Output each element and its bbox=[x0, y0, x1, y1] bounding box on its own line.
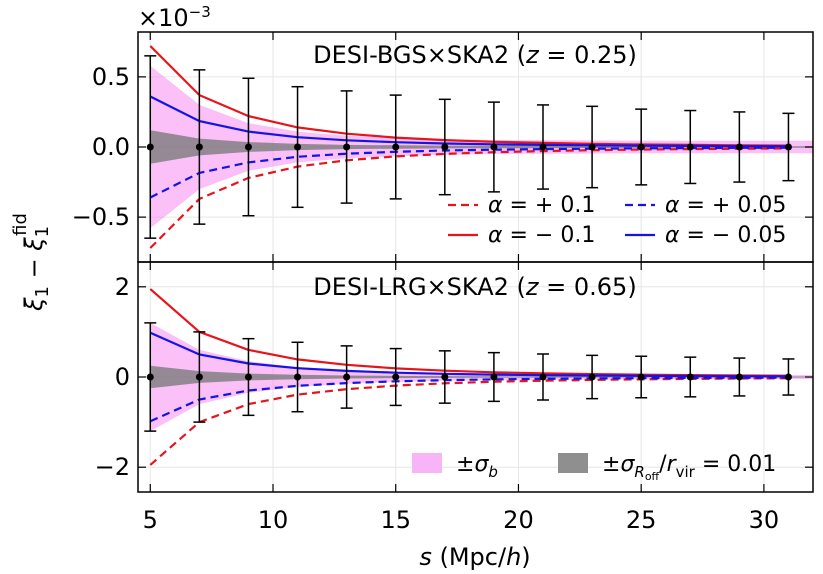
x-tick-labels: 5 10 15 20 25 30 bbox=[143, 506, 780, 534]
series-line bbox=[149, 95, 789, 148]
data-point bbox=[441, 143, 449, 151]
top-panel: −0.5 0.0 0.5 DESI-BGS×SKA2 (z = 0.25) ×10−… bbox=[72, 3, 814, 263]
y-tick-label: 0.0 bbox=[92, 133, 130, 161]
data-point bbox=[588, 143, 596, 151]
bottom-panel: −2 0 2 DESI-LRG×SKA2 (z = 0.65) ±σb ±σRoff/… bbox=[95, 261, 814, 493]
x-axis-title: s (Mpc/h) bbox=[419, 543, 530, 571]
data-point bbox=[294, 373, 302, 381]
y-tick-label: −0.5 bbox=[72, 203, 130, 231]
data-point bbox=[539, 373, 547, 381]
data-point bbox=[244, 143, 252, 151]
bottom-panel-title: DESI-LRG×SKA2 (z = 0.65) bbox=[313, 273, 636, 301]
data-point bbox=[735, 373, 743, 381]
legend-label: α = + 0.05 bbox=[665, 193, 786, 218]
x-tick-label: 20 bbox=[503, 506, 534, 534]
data-point bbox=[686, 143, 694, 151]
legend-label: α = + 0.1 bbox=[488, 193, 595, 218]
data-point bbox=[146, 373, 154, 381]
sigma-roff-band bbox=[150, 365, 813, 389]
x-tick-label: 15 bbox=[380, 506, 411, 534]
legend-label: α = − 0.05 bbox=[665, 223, 786, 248]
legend-swatch-sigma-b bbox=[412, 453, 442, 473]
data-point bbox=[490, 143, 498, 151]
top-lines bbox=[149, 45, 789, 249]
legend-label-sigma-roff: ±σRoff/rvir = 0.01 bbox=[602, 452, 776, 483]
y-tick-label: 0.5 bbox=[92, 63, 130, 91]
data-point bbox=[244, 373, 252, 381]
data-point bbox=[392, 143, 400, 151]
bottom-errors bbox=[144, 322, 795, 432]
data-point bbox=[392, 373, 400, 381]
data-point bbox=[637, 143, 645, 151]
data-point bbox=[784, 143, 792, 151]
data-point bbox=[195, 143, 203, 151]
series-line bbox=[149, 376, 789, 423]
legend-label: α = − 0.1 bbox=[488, 223, 595, 248]
data-point bbox=[735, 143, 743, 151]
data-point bbox=[686, 373, 694, 381]
x-tick-label: 25 bbox=[626, 506, 657, 534]
data-point bbox=[294, 143, 302, 151]
y-axis-title: ξ1 − ξ1fid bbox=[10, 213, 53, 312]
x-tick-label: 10 bbox=[258, 506, 289, 534]
data-point bbox=[146, 143, 154, 151]
top-panel-title: DESI-BGS×SKA2 (z = 0.25) bbox=[313, 41, 637, 69]
data-point bbox=[343, 143, 351, 151]
data-point bbox=[490, 373, 498, 381]
data-point bbox=[343, 373, 351, 381]
top-bands bbox=[150, 65, 813, 229]
bottom-lines bbox=[149, 288, 789, 466]
data-point bbox=[784, 373, 792, 381]
legend-swatch-sigma-roff bbox=[558, 453, 588, 473]
data-point bbox=[195, 373, 203, 381]
data-point bbox=[637, 373, 645, 381]
series-line bbox=[149, 147, 789, 249]
x-tick-label: 30 bbox=[749, 506, 780, 534]
x-tick-label: 5 bbox=[143, 506, 158, 534]
y-tick-label: 2 bbox=[115, 273, 130, 301]
top-legend: α = + 0.1 α = + 0.05 α = − 0.1 α = − 0.05 bbox=[448, 193, 786, 248]
y-tick-label: −2 bbox=[95, 453, 130, 481]
y-tick-label: 0 bbox=[115, 363, 130, 391]
data-point bbox=[441, 373, 449, 381]
top-offset-label: ×10−3 bbox=[138, 3, 211, 32]
bottom-bands bbox=[150, 322, 813, 432]
data-point bbox=[588, 373, 596, 381]
data-point bbox=[539, 143, 547, 151]
series-line bbox=[149, 146, 789, 199]
series-line bbox=[149, 331, 789, 378]
sigma-roff-band bbox=[150, 130, 813, 164]
legend-label-sigma-b: ±σb bbox=[456, 452, 498, 481]
bottom-band-legend: ±σb ±σRoff/rvir = 0.01 bbox=[412, 452, 776, 483]
bottom-ticks: −2 0 2 bbox=[95, 262, 813, 492]
top-errors bbox=[144, 55, 795, 239]
top-ticks: −0.5 0.0 0.5 bbox=[72, 32, 813, 262]
